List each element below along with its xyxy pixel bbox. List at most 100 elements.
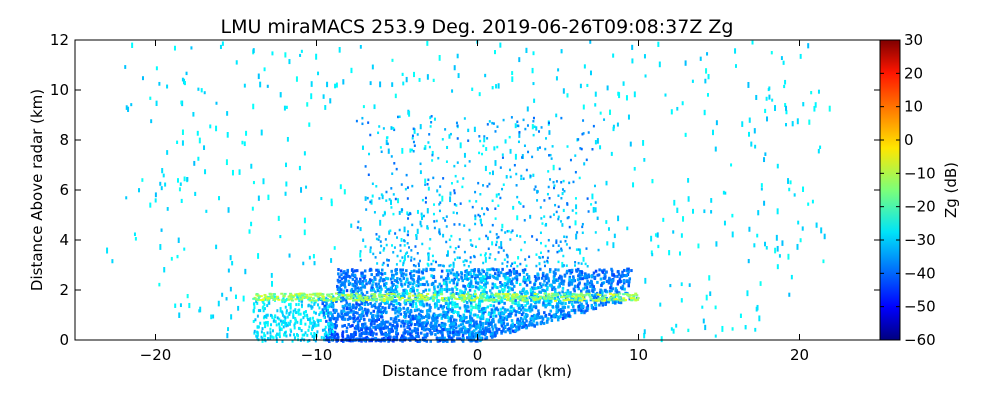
noise-pixel — [154, 192, 157, 198]
noise-pixel — [380, 150, 383, 154]
noise-pixel — [546, 261, 549, 264]
noise-pixel — [484, 254, 487, 257]
cloud-pixel — [389, 328, 392, 332]
bright-band-pixel — [525, 299, 529, 302]
noise-pixel — [599, 111, 602, 115]
cloud-pixel — [525, 290, 528, 294]
noise-pixel — [557, 194, 560, 197]
cloud-pixel — [411, 301, 415, 305]
noise-pixel — [252, 103, 255, 110]
cloud-pixel — [570, 302, 574, 306]
x-axis-ticks: −20 −10 0 10 20 — [140, 40, 809, 364]
bright-band-pixel — [618, 299, 622, 302]
noise-pixel — [626, 226, 629, 231]
cloud-pixel — [455, 332, 459, 336]
noise-pixel — [413, 257, 416, 261]
noise-pixel — [501, 153, 504, 156]
cloud-pixel — [465, 309, 469, 313]
noise-pixel — [546, 256, 549, 260]
cloud-pixel — [351, 270, 355, 274]
noise-pixel — [491, 199, 494, 203]
noise-pixel — [427, 186, 430, 191]
noise-pixel — [437, 264, 440, 267]
noise-pixel — [517, 256, 520, 260]
cloud-pixel — [573, 300, 577, 304]
cloud-pixel — [423, 328, 427, 332]
cloud-pixel — [409, 310, 413, 314]
noise-pixel — [242, 295, 245, 302]
cloud-pixel — [307, 303, 310, 307]
bright-band-pixel — [256, 294, 260, 297]
cloud-pixel — [338, 279, 342, 283]
cloud-pixel — [386, 325, 389, 329]
cloud-pixel — [497, 327, 501, 331]
noise-pixel — [390, 199, 393, 205]
cloud-pixel — [402, 315, 406, 319]
noise-pixel — [807, 202, 810, 206]
cloud-pixel — [355, 325, 358, 329]
cloud-pixel — [346, 337, 349, 341]
cloud-pixel — [534, 276, 538, 280]
cloud-pixel — [345, 274, 348, 278]
cloud-pixel — [369, 328, 372, 332]
cloud-pixel — [403, 300, 407, 304]
cloud-pixel — [543, 299, 546, 303]
cloud-pixel — [448, 323, 452, 327]
cloud-pixel — [353, 273, 357, 277]
cloud-pixel — [539, 267, 542, 271]
cloud-pixel — [384, 332, 387, 336]
cloud-pixel — [359, 314, 362, 318]
cloud-pixel — [348, 274, 351, 278]
cloud-pixel — [455, 330, 458, 334]
cloud-pixel — [493, 300, 496, 304]
cloud-pixel — [501, 316, 504, 320]
cloud-pixel — [266, 304, 269, 308]
bright-band-pixel — [452, 292, 456, 295]
noise-pixel — [285, 181, 288, 187]
cloud-pixel — [577, 304, 581, 308]
cloud-pixel — [491, 327, 495, 331]
cloud-pixel — [399, 324, 403, 328]
cloud-pixel — [489, 332, 493, 336]
cloud-pixel — [321, 328, 324, 332]
cloud-pixel — [590, 279, 593, 283]
cloud-pixel — [510, 319, 514, 323]
cloud-pixel — [310, 300, 313, 304]
noise-pixel — [755, 94, 758, 100]
noise-pixel — [535, 253, 538, 256]
cloud-pixel — [580, 273, 584, 277]
noise-pixel — [378, 235, 381, 238]
cloud-pixel — [441, 336, 445, 340]
noise-pixel — [342, 79, 345, 85]
cloud-pixel — [458, 337, 461, 341]
cloud-pixel — [474, 279, 478, 283]
noise-pixel — [203, 145, 206, 150]
noise-pixel — [458, 256, 461, 260]
cloud-pixel — [536, 273, 540, 277]
noise-pixel — [320, 197, 323, 201]
noise-pixel — [768, 94, 771, 100]
bright-band-pixel — [542, 295, 546, 298]
cloud-pixel — [358, 334, 361, 338]
cloud-pixel — [530, 298, 533, 302]
cloud-pixel — [293, 336, 296, 340]
noise-pixel — [435, 219, 438, 223]
noise-pixel — [161, 168, 164, 174]
noise-pixel — [478, 151, 481, 155]
bright-band-pixel — [396, 294, 400, 297]
cloud-pixel — [469, 326, 472, 330]
cloud-pixel — [482, 306, 485, 310]
noise-pixel — [535, 264, 538, 268]
noise-pixel — [820, 227, 823, 234]
cloud-pixel — [481, 317, 485, 321]
noise-pixel — [482, 184, 485, 187]
cloud-pixel — [372, 288, 375, 292]
noise-pixel — [787, 253, 790, 260]
noise-pixel — [669, 283, 672, 288]
bright-band-pixel — [294, 298, 298, 301]
noise-pixel — [582, 132, 585, 135]
noise-pixel — [463, 152, 466, 158]
cloud-pixel — [497, 311, 501, 315]
cloud-pixel — [342, 314, 345, 318]
